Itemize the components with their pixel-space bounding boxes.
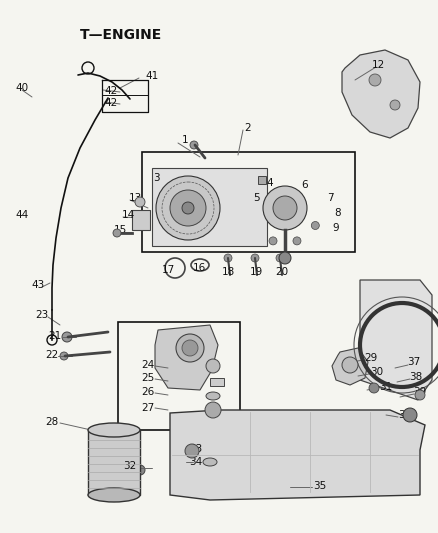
- Text: 15: 15: [113, 225, 127, 235]
- Text: 14: 14: [121, 210, 134, 220]
- Text: 42: 42: [104, 86, 118, 96]
- Circle shape: [182, 340, 198, 356]
- Text: 31: 31: [379, 382, 392, 392]
- Circle shape: [113, 229, 121, 237]
- Circle shape: [156, 176, 220, 240]
- Text: 23: 23: [35, 310, 49, 320]
- Polygon shape: [155, 325, 218, 390]
- Ellipse shape: [88, 488, 140, 502]
- Text: 24: 24: [141, 360, 155, 370]
- Circle shape: [342, 357, 358, 373]
- Text: 1: 1: [182, 135, 188, 145]
- Circle shape: [293, 237, 301, 245]
- Text: 10: 10: [191, 200, 204, 210]
- Circle shape: [224, 254, 232, 262]
- Circle shape: [263, 186, 307, 230]
- Text: 42: 42: [104, 98, 118, 108]
- Bar: [152, 168, 267, 246]
- Text: 26: 26: [141, 387, 155, 397]
- Circle shape: [60, 352, 68, 360]
- Text: 25: 25: [141, 373, 155, 383]
- Text: 3: 3: [153, 173, 159, 183]
- Polygon shape: [170, 410, 425, 500]
- Text: 43: 43: [32, 280, 45, 290]
- Bar: [210, 378, 224, 386]
- Text: 21: 21: [48, 331, 62, 341]
- Text: 27: 27: [141, 403, 155, 413]
- Text: 4: 4: [267, 178, 273, 188]
- Circle shape: [185, 444, 199, 458]
- Circle shape: [403, 408, 417, 422]
- Circle shape: [251, 254, 259, 262]
- Bar: [88, 430, 140, 495]
- Circle shape: [176, 334, 204, 362]
- Text: 38: 38: [410, 372, 423, 382]
- Text: 34: 34: [189, 457, 203, 467]
- Polygon shape: [360, 280, 432, 400]
- Text: 37: 37: [407, 357, 420, 367]
- Text: 28: 28: [46, 417, 59, 427]
- Text: 2: 2: [245, 123, 251, 133]
- Circle shape: [269, 237, 277, 245]
- Circle shape: [190, 141, 198, 149]
- Polygon shape: [332, 348, 368, 385]
- Circle shape: [135, 197, 145, 207]
- Text: 7: 7: [327, 193, 333, 203]
- Text: 19: 19: [249, 267, 263, 277]
- Text: 29: 29: [364, 353, 378, 363]
- Text: 11: 11: [202, 219, 215, 229]
- Text: 8: 8: [335, 208, 341, 218]
- Ellipse shape: [206, 392, 220, 400]
- Text: 20: 20: [276, 267, 289, 277]
- Text: 17: 17: [161, 265, 175, 275]
- Text: 32: 32: [124, 461, 137, 471]
- Text: 9: 9: [333, 223, 339, 233]
- Circle shape: [205, 402, 221, 418]
- Ellipse shape: [203, 458, 217, 466]
- Text: 12: 12: [371, 60, 385, 70]
- Circle shape: [182, 202, 194, 214]
- Ellipse shape: [88, 423, 140, 437]
- Text: T—ENGINE: T—ENGINE: [80, 28, 162, 42]
- Text: 5: 5: [253, 193, 259, 203]
- Circle shape: [311, 222, 319, 230]
- Text: 41: 41: [145, 71, 159, 81]
- Text: 18: 18: [221, 267, 235, 277]
- Bar: [142, 152, 355, 252]
- Circle shape: [273, 196, 297, 220]
- Text: 44: 44: [15, 210, 28, 220]
- Text: 35: 35: [313, 481, 327, 491]
- Text: 13: 13: [128, 193, 141, 203]
- Text: 33: 33: [189, 444, 203, 454]
- Circle shape: [279, 252, 291, 264]
- Text: 36: 36: [399, 410, 412, 420]
- Polygon shape: [342, 50, 420, 138]
- Text: 30: 30: [371, 367, 384, 377]
- Text: 22: 22: [46, 350, 59, 360]
- Circle shape: [170, 190, 206, 226]
- Circle shape: [369, 383, 379, 393]
- Circle shape: [390, 100, 400, 110]
- Text: 16: 16: [192, 263, 205, 273]
- Text: 6: 6: [302, 180, 308, 190]
- Circle shape: [206, 359, 220, 373]
- Bar: [132, 210, 150, 230]
- Circle shape: [369, 74, 381, 86]
- Circle shape: [135, 465, 145, 475]
- Text: 39: 39: [413, 387, 427, 397]
- Text: 40: 40: [15, 83, 28, 93]
- Bar: [258, 176, 266, 184]
- Circle shape: [276, 254, 284, 262]
- Circle shape: [62, 332, 72, 342]
- Bar: [118, 322, 240, 430]
- Circle shape: [415, 390, 425, 400]
